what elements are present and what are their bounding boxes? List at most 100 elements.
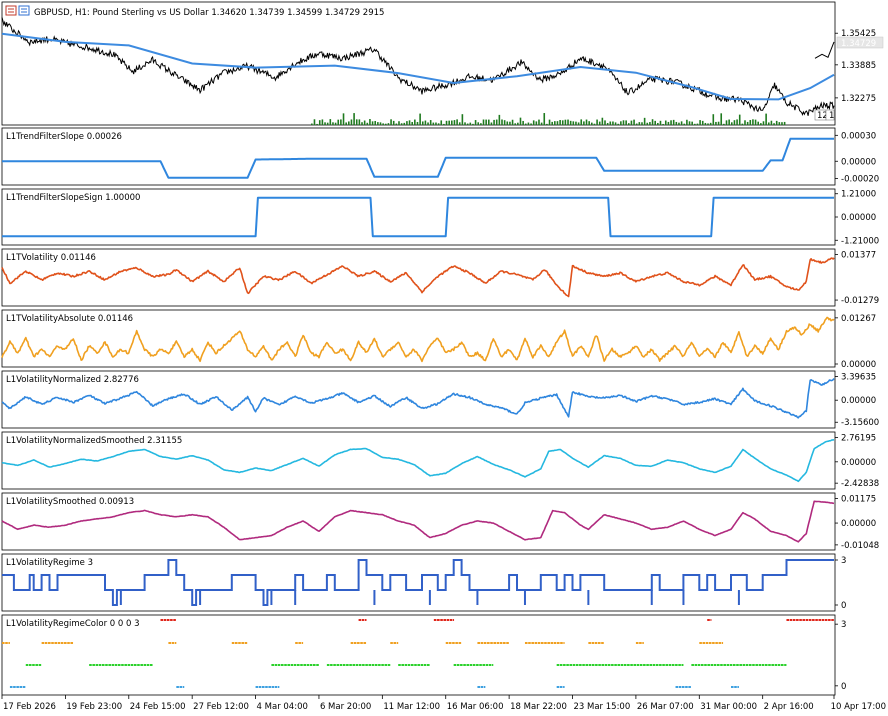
volume-bar	[474, 120, 477, 125]
regime-color-mark	[796, 619, 799, 621]
regime-color-mark	[2, 642, 5, 644]
regime-color-mark	[469, 664, 473, 666]
regime-color-regime_2	[2, 642, 724, 644]
volume-bar	[445, 120, 448, 125]
regime-color-mark	[277, 686, 280, 688]
regime-color-mark	[437, 619, 440, 621]
volume-bar	[757, 121, 760, 125]
volume-bar	[490, 122, 493, 125]
volume-bar	[361, 122, 363, 125]
regime-color-mark	[95, 664, 99, 666]
regime-color-mark	[350, 642, 354, 644]
regime-color-mark	[534, 642, 538, 644]
regime-color-mark	[601, 664, 605, 666]
regime-color-mark	[487, 642, 490, 644]
volume-bar	[556, 121, 559, 125]
volume-bar	[543, 113, 546, 125]
regime-color-mark	[426, 664, 430, 666]
volume-bar	[686, 119, 688, 125]
regime-color-mark	[19, 686, 23, 688]
regime-color-mark	[179, 686, 183, 688]
volume-bar	[379, 122, 382, 125]
volume-bar	[554, 121, 556, 125]
volume-bar	[741, 123, 744, 125]
volume-bar	[723, 123, 725, 125]
volume-bar	[498, 114, 501, 125]
regime-color-mark	[566, 664, 569, 666]
volatility-regime-color-panel-ytick-label: 3	[841, 620, 846, 630]
volume-bar	[403, 122, 406, 125]
regime-color-mark	[569, 664, 573, 666]
scale-button-2[interactable]	[825, 109, 835, 121]
regime-color-mark	[493, 642, 497, 644]
volume-bar	[767, 122, 770, 125]
volume-bar	[487, 119, 490, 125]
volume-bar	[369, 119, 371, 125]
regime-color-mark	[410, 664, 414, 666]
chart-menu-icon[interactable]	[5, 5, 17, 16]
volume-bar	[699, 120, 701, 125]
volume-bar	[469, 122, 472, 125]
volume-bar	[770, 120, 773, 125]
volume-bar	[585, 119, 588, 125]
regime-color-mark	[675, 686, 679, 688]
volume-bar	[326, 122, 329, 125]
volume-bar	[593, 123, 596, 125]
trend-sign-panel-title: L1TrendFilterSlopeSign 1.00000	[6, 193, 140, 203]
volatility-regime-panel-ytick-label: 3	[841, 556, 846, 566]
regime-color-mark	[111, 664, 115, 666]
regime-color-mark	[506, 642, 509, 644]
regime-color-mark	[67, 642, 70, 644]
regime-color-mark	[22, 686, 26, 688]
volatility-panel-ytick-label: 0.01377	[841, 250, 876, 260]
volume-bar	[609, 121, 612, 125]
regime-color-mark	[171, 642, 175, 644]
volume-bar	[495, 119, 498, 125]
regime-color-mark	[556, 642, 560, 644]
scale-button-2-label: 1	[829, 111, 834, 121]
regime-color-mark	[761, 664, 765, 666]
volatility-smoothed-panel-frame	[1, 492, 836, 551]
volatility-normalized-smoothed-panel-ytick-label: 2.76195	[841, 434, 876, 444]
volume-bar	[546, 123, 548, 125]
trend-slope-panel: 0.00030 0.00000 -0.00020 L1TrendFilterSlope…	[1, 127, 879, 186]
regime-color-mark	[44, 642, 48, 644]
volume-bar	[535, 121, 538, 125]
regime-color-mark	[346, 664, 349, 666]
volume-bar	[511, 119, 514, 125]
volatility-normalized-smoothed-panel-frame	[1, 431, 836, 490]
regime-color-mark	[241, 642, 244, 644]
volatility-absolute-panel-ytick-label: 0.01267	[841, 314, 876, 324]
regime-color-mark	[433, 619, 437, 621]
regime-color-mark	[330, 664, 333, 666]
regime-color-mark	[492, 664, 494, 666]
regime-color-mark	[639, 664, 643, 666]
regime-color-mark	[559, 686, 563, 688]
volume-bar	[749, 119, 752, 125]
regime-color-mark	[166, 619, 170, 621]
regime-color-mark	[274, 664, 278, 666]
regime-color-mark	[662, 664, 665, 666]
volume-bar	[530, 123, 532, 125]
regime-color-mark	[98, 664, 102, 666]
volume-bar	[485, 119, 487, 125]
price-series-tail	[814, 41, 835, 59]
regime-color-mark	[588, 642, 591, 644]
regime-color-mark	[710, 619, 712, 621]
scale-buttons[interactable]: 12 1	[814, 109, 835, 121]
regime-color-mark	[41, 642, 45, 644]
regime-color-mark	[472, 664, 476, 666]
volume-bar	[384, 123, 387, 125]
volatility-absolute-panel-ytick-label: 0.00000	[841, 360, 876, 370]
volume-bar	[736, 119, 738, 125]
volatility-panel: 0.01377 -0.01279 L1TVolatility 0.01146	[1, 248, 879, 307]
regime-color-mark	[420, 664, 424, 666]
regime-color-mark	[390, 642, 393, 644]
volatility-regime-panel-line	[2, 559, 834, 606]
volume-bar	[472, 123, 474, 125]
regime-color-mark	[799, 619, 802, 621]
regime-color-mark	[381, 664, 384, 666]
chart-properties-icon[interactable]	[18, 5, 30, 16]
volume-bar	[337, 119, 340, 125]
